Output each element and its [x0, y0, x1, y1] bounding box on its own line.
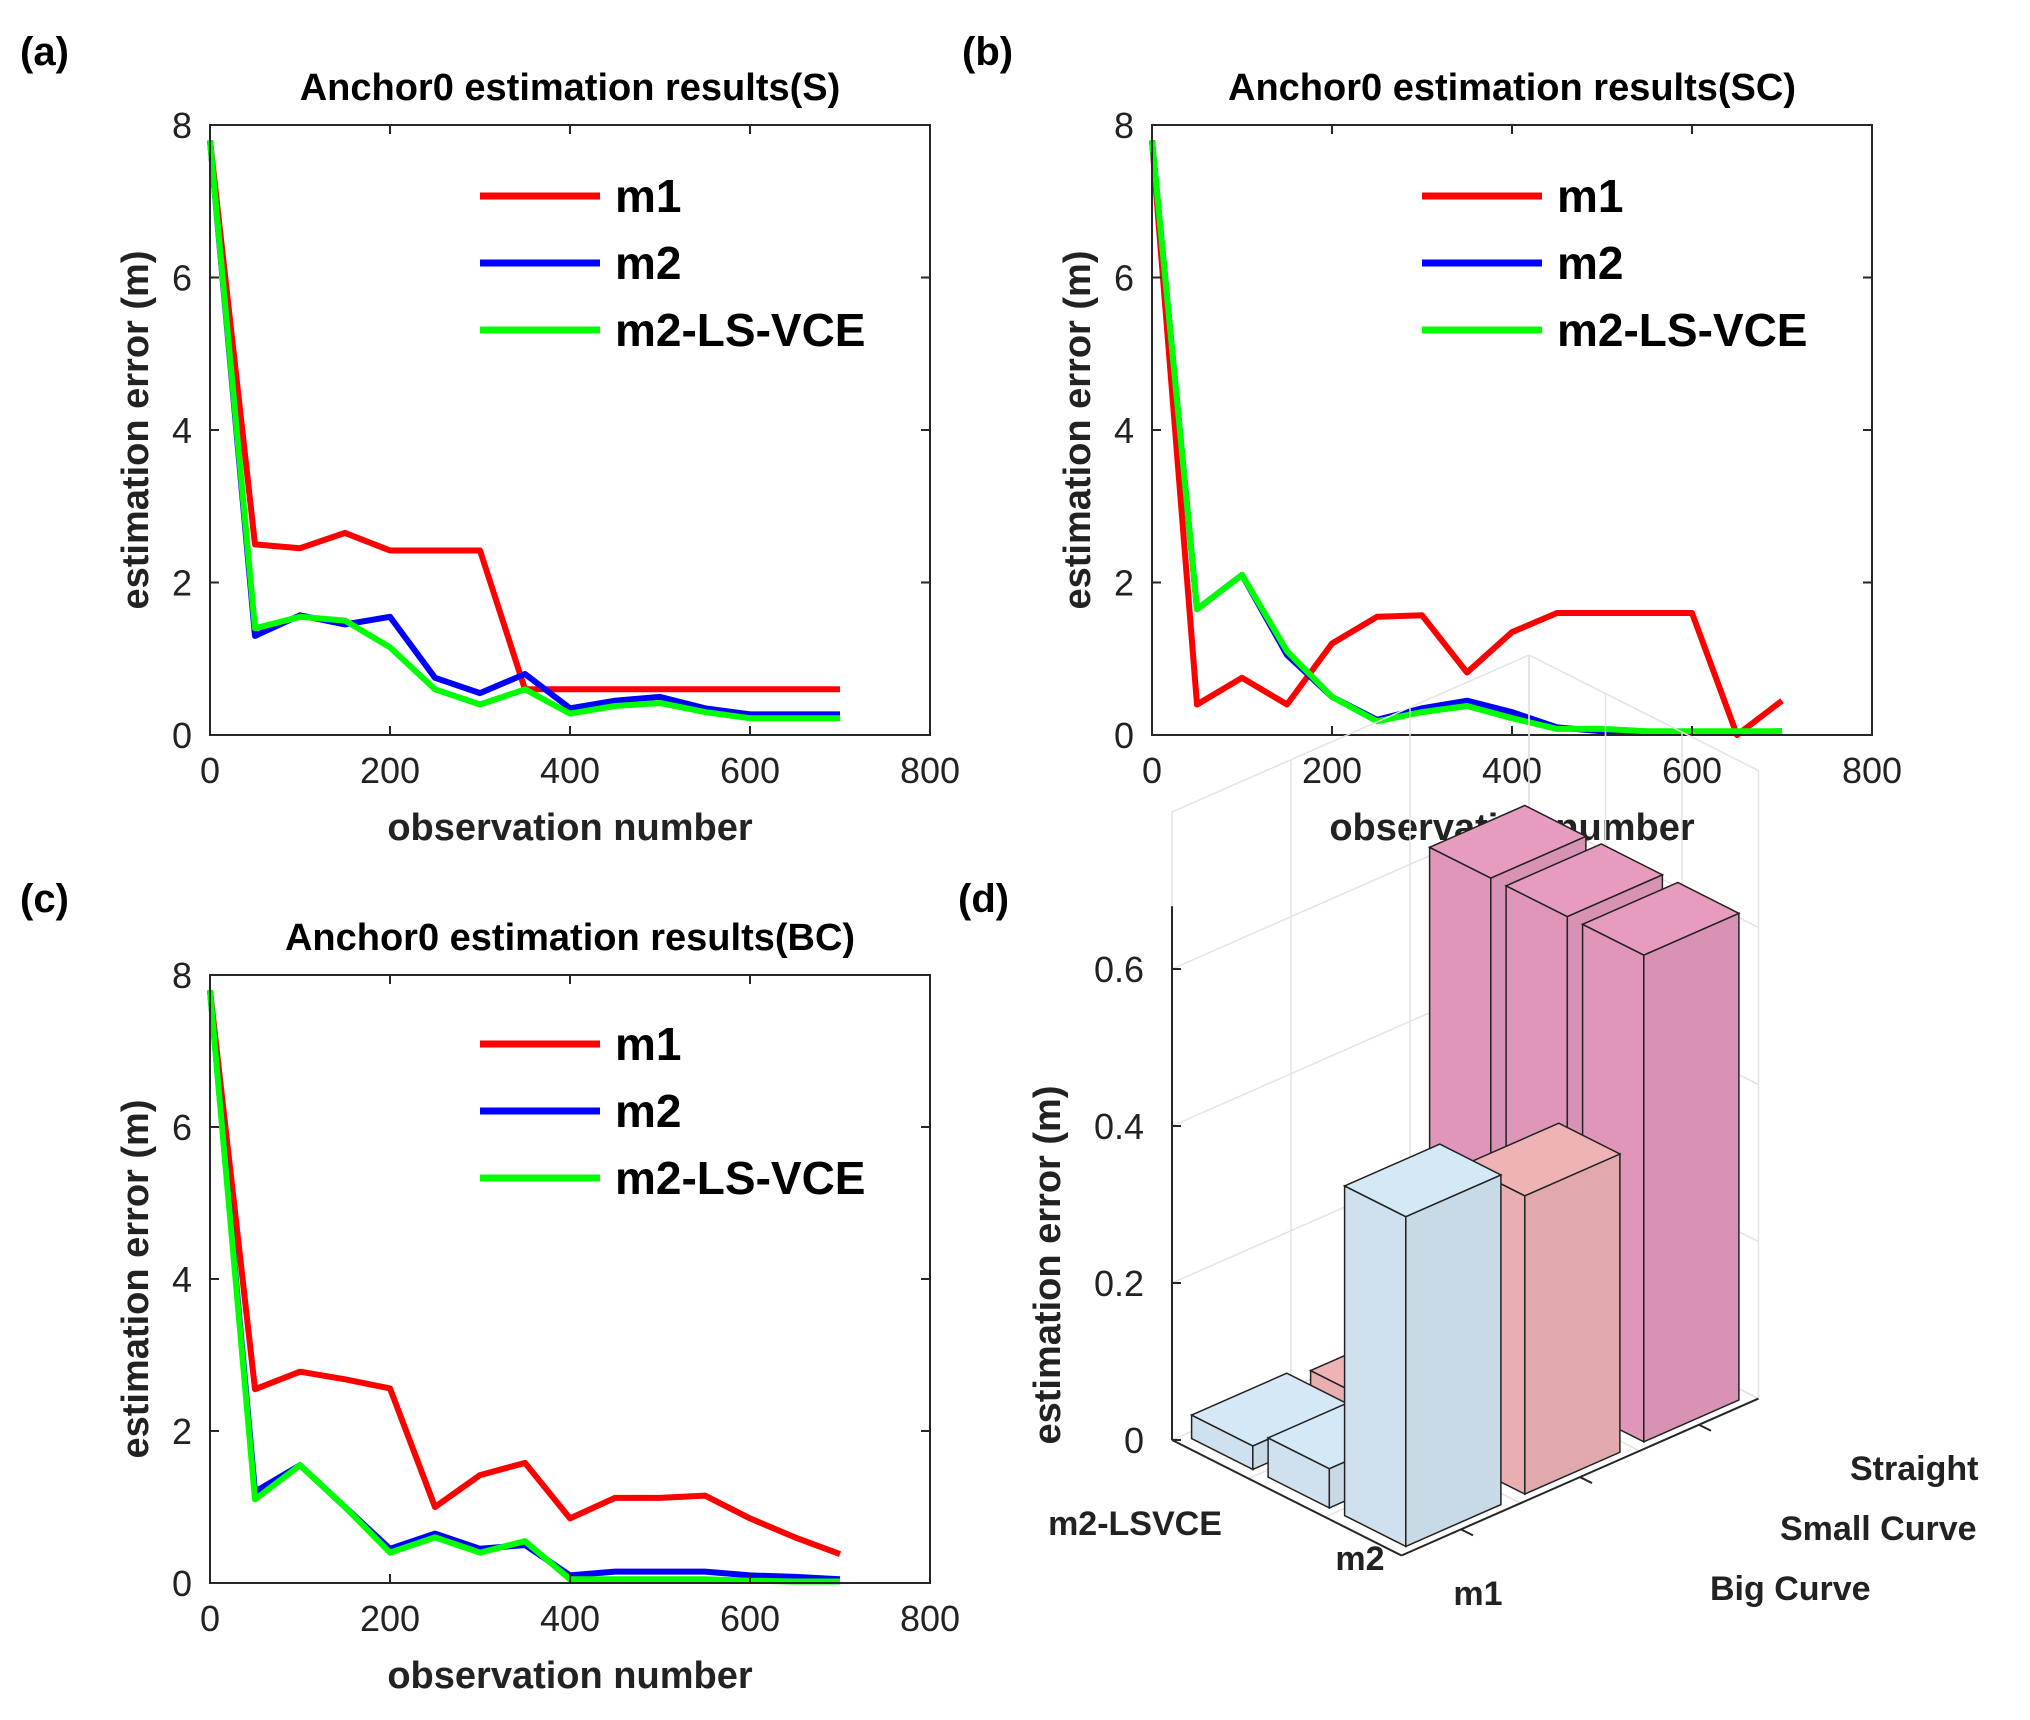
x-tick-label: 800 — [900, 750, 960, 791]
panel-label: (c) — [20, 877, 69, 921]
y-tick-label: 2 — [172, 1411, 192, 1452]
x-tick-label: 600 — [720, 750, 780, 791]
bar-side-face — [1405, 1173, 1502, 1548]
y-tick-label: 4 — [172, 410, 192, 451]
panel-label: (a) — [20, 30, 69, 74]
y-tick-label: 2 — [172, 563, 192, 604]
x-axis-label: observation number — [387, 807, 752, 849]
y-tick — [1579, 1476, 1593, 1484]
grid-line — [1528, 654, 1759, 772]
series-line-m1 — [1149, 140, 1784, 738]
y-tick — [1460, 1528, 1474, 1537]
x-tick-label: 600 — [1662, 750, 1722, 791]
y-tick-label: 8 — [172, 105, 192, 146]
z-tick-label: 0.6 — [1094, 949, 1144, 990]
legend-label: m2-LS-VCE — [1557, 304, 1807, 356]
bar-top-face — [1580, 881, 1741, 956]
series-line-m1 — [207, 139, 840, 693]
bar-top-face — [1504, 843, 1665, 918]
axes-frame — [1151, 124, 1873, 736]
legend-label: m2-LS-VCE — [615, 304, 865, 356]
y-category-label: Small Curve — [1780, 1510, 1977, 1548]
bar-side-face — [1524, 1152, 1621, 1496]
panel-b: (b) Anchor0 estimation results(SC) 0 200 400… — [962, 30, 1902, 849]
legend-label: m1 — [1557, 170, 1623, 222]
chart-title: Anchor0 estimation results(S) — [300, 67, 841, 109]
x-tick-label: 400 — [540, 750, 600, 791]
y-tick-label: 0 — [1114, 715, 1134, 756]
series-line-m2-ls-vce — [207, 989, 840, 1585]
x-floor-axis — [1171, 1439, 1402, 1557]
chart-title: Anchor0 estimation results(SC) — [1228, 67, 1796, 109]
panel-label: (b) — [962, 30, 1013, 74]
x-tick-label: 200 — [360, 1598, 420, 1639]
x-tick-label: 400 — [540, 1598, 600, 1639]
y-tick-label: 8 — [172, 955, 192, 996]
y-axis-label: estimation error (m) — [1057, 251, 1099, 610]
legend-label: m2 — [1557, 237, 1623, 289]
bar-top-face — [1342, 1143, 1503, 1218]
x-category-label: m2 — [1335, 1540, 1384, 1578]
x-category-label: m1 — [1453, 1575, 1502, 1613]
y-tick-label: 6 — [172, 258, 192, 299]
bar-top-face — [1427, 804, 1588, 879]
x-tick-label: 0 — [200, 750, 220, 791]
y-tick-label: 0 — [172, 715, 192, 756]
x-tick-label: 200 — [1302, 750, 1362, 791]
bar-side-face — [1643, 912, 1740, 1443]
legend-label: m2 — [615, 1085, 681, 1137]
y-tick-label: 2 — [1114, 563, 1134, 604]
y-tick-label: 0 — [172, 1563, 192, 1604]
panel-c: (c) Anchor0 estimation results(BC) 0 200 400… — [20, 877, 960, 1697]
series-line-m2-ls-vce — [207, 140, 840, 722]
panel-a: (a) Anchor0 estimation results(S) 0 200 400 6… — [20, 30, 960, 849]
y-tick — [1698, 1423, 1712, 1432]
legend-label: m1 — [615, 170, 681, 222]
y-tick-label: 4 — [172, 1259, 192, 1300]
x-axis-label: observation number — [387, 1655, 752, 1697]
panel-label: (d) — [958, 877, 1009, 921]
axes-frame — [209, 124, 931, 736]
y-tick-label: 8 — [1114, 105, 1134, 146]
x-tick-label: 800 — [1842, 750, 1902, 791]
series-line-m2-ls-vce — [1149, 140, 1782, 735]
legend-label: m2 — [615, 237, 681, 289]
y-tick-label: 6 — [1114, 258, 1134, 299]
series-line-m2 — [207, 140, 840, 718]
series-line-m2 — [207, 989, 841, 1583]
panel-d: (d) 0 0.2 0.4 0.6 estimation error (m) m2-LSVC… — [958, 654, 1978, 1613]
x-tick-label: 0 — [200, 1598, 220, 1639]
z-tick-label: 0 — [1124, 1420, 1144, 1461]
legend-label: m2-LS-VCE — [615, 1152, 865, 1204]
series-line-m1 — [207, 989, 842, 1557]
y-axis-label: estimation error (m) — [115, 1100, 157, 1459]
bar-big-curve-m1 — [1342, 1143, 1503, 1548]
x-tick-label: 400 — [1482, 750, 1542, 791]
y-tick-label: 6 — [172, 1107, 192, 1148]
x-tick-label: 600 — [720, 1598, 780, 1639]
axes-frame — [209, 974, 931, 1584]
grid-line — [1171, 654, 1530, 813]
y-tick-label: 4 — [1114, 410, 1134, 451]
legend-label: m1 — [615, 1018, 681, 1070]
x-category-label: m2-LSVCE — [1048, 1505, 1222, 1543]
z-tick-label: 0.2 — [1094, 1263, 1144, 1304]
y-axis-label: estimation error (m) — [115, 251, 157, 610]
z-axis-label: estimation error (m) — [1027, 1086, 1069, 1445]
z-tick-label: 0.4 — [1094, 1106, 1144, 1147]
y-category-label: Big Curve — [1710, 1570, 1871, 1608]
y-category-label: Straight — [1850, 1450, 1978, 1488]
bar-top-face — [1461, 1122, 1622, 1197]
x-tick-label: 200 — [360, 750, 420, 791]
chart-title: Anchor0 estimation results(BC) — [285, 917, 855, 959]
series-line-m2 — [1149, 140, 1783, 736]
x-tick-label: 800 — [900, 1598, 960, 1639]
bar-front-face — [1343, 1184, 1407, 1548]
x-tick-label: 0 — [1142, 750, 1162, 791]
